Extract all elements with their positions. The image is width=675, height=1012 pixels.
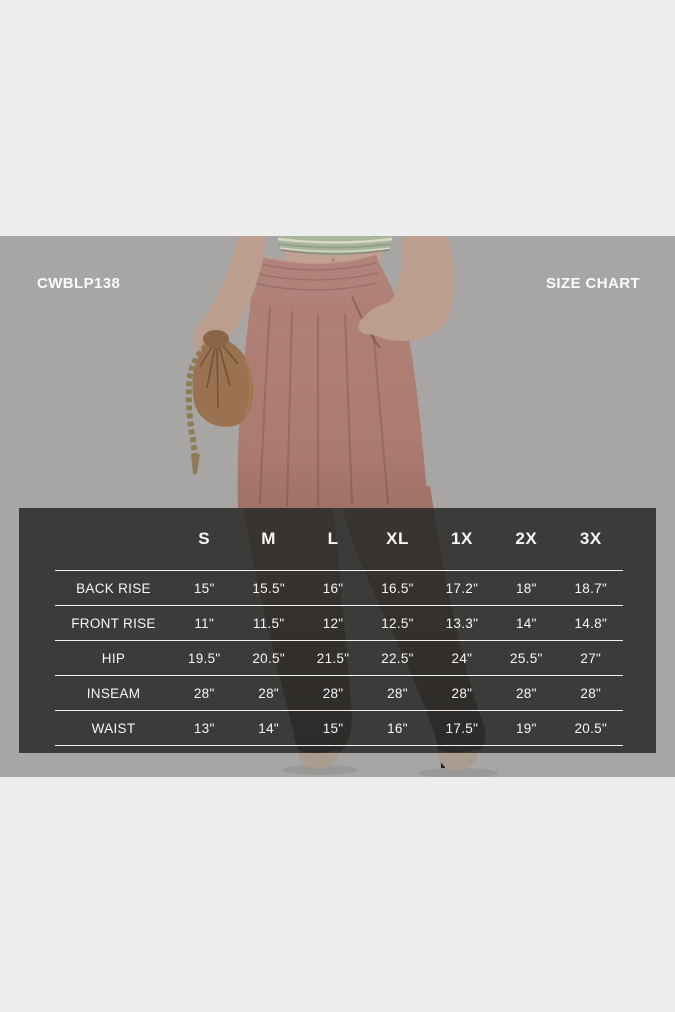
- size-value-cell: 15.5": [236, 570, 301, 606]
- measurement-label: WAIST: [55, 710, 172, 746]
- size-column-header: L: [327, 529, 339, 548]
- size-value-cell: 27": [558, 640, 623, 676]
- size-value-cell: 20.5": [558, 710, 623, 746]
- right-arm: [363, 236, 455, 342]
- size-table-corner-cell: [55, 508, 172, 571]
- size-column-header: 3X: [579, 529, 602, 548]
- bag-knot: [203, 330, 229, 348]
- measurement-label: FRONT RISE: [55, 605, 172, 641]
- size-value-cell: 13": [172, 710, 237, 746]
- size-column-header: 1X: [451, 529, 473, 548]
- size-value-cell: 28": [494, 675, 559, 711]
- size-value-cell: 12": [300, 605, 366, 641]
- chain-tassel: [191, 454, 200, 474]
- size-value-cell: 16.5": [365, 570, 430, 606]
- size-chart-table: S M L XL 1X 2X 3X BACK RISE 15" 15.5" 16" 16.5" 17.…: [19, 508, 656, 753]
- size-table-row: BACK RISE 15" 15.5" 16" 16.5" 17.2" 18" 18.7": [55, 570, 623, 606]
- size-value-cell: 28": [429, 675, 495, 711]
- size-value-cell: 28": [236, 675, 301, 711]
- size-value-cell: 16": [300, 570, 366, 606]
- size-value-cell: 13.3": [429, 605, 495, 641]
- handbag: [185, 330, 254, 474]
- size-value-cell: 24": [429, 640, 495, 676]
- size-column-header: XL: [386, 529, 409, 548]
- size-value-cell: 11.5": [236, 605, 301, 641]
- size-value-cell: 18": [494, 570, 559, 606]
- size-value-cell: 18.7": [558, 570, 623, 606]
- size-value-cell: 19.5": [172, 640, 237, 676]
- size-column-header: M: [261, 529, 276, 548]
- measurement-label: INSEAM: [55, 675, 172, 711]
- size-value-cell: 25.5": [494, 640, 559, 676]
- size-value-cell: 20.5": [236, 640, 301, 676]
- size-value-cell: 15": [172, 570, 237, 606]
- product-code: CWBLP138: [37, 275, 121, 292]
- size-table-header-row: S M L XL 1X 2X 3X: [55, 508, 623, 571]
- size-value-cell: 28": [172, 675, 237, 711]
- measurement-label: HIP: [55, 640, 172, 676]
- size-value-cell: 21.5": [300, 640, 366, 676]
- waistband: [250, 253, 380, 305]
- size-table: S M L XL 1X 2X 3X BACK RISE 15" 15.5" 16" 16.5" 17.…: [55, 508, 623, 746]
- chain-strap: [185, 343, 209, 457]
- measurement-label: BACK RISE: [55, 570, 172, 606]
- size-value-cell: 16": [365, 710, 430, 746]
- left-arm: [193, 236, 267, 351]
- size-value-cell: 17.2": [429, 570, 495, 606]
- size-value-cell: 15": [300, 710, 366, 746]
- size-value-cell: 14": [236, 710, 301, 746]
- size-value-cell: 28": [558, 675, 623, 711]
- size-table-body: BACK RISE 15" 15.5" 16" 16.5" 17.2" 18" 18.7" FR…: [55, 570, 623, 746]
- size-table-row: FRONT RISE 11" 11.5" 12" 12.5" 13.3" 14" 14.8": [55, 605, 623, 641]
- size-value-cell: 28": [365, 675, 430, 711]
- size-table-row: INSEAM 28" 28" 28" 28" 28" 28" 28": [55, 675, 623, 711]
- size-value-cell: 28": [300, 675, 366, 711]
- size-value-cell: 12.5": [365, 605, 430, 641]
- size-column-header: S: [198, 529, 211, 548]
- crop-top: [277, 236, 393, 256]
- size-column-header: 2X: [515, 529, 538, 548]
- size-value-cell: 11": [172, 605, 237, 641]
- size-value-cell: 19": [494, 710, 559, 746]
- size-value-cell: 14": [494, 605, 559, 641]
- size-value-cell: 17.5": [429, 710, 495, 746]
- size-value-cell: 14.8": [558, 605, 623, 641]
- size-value-cell: 22.5": [365, 640, 430, 676]
- size-table-row: HIP 19.5" 20.5" 21.5" 22.5" 24" 25.5" 27": [55, 640, 623, 676]
- size-chart-title: SIZE CHART: [546, 275, 640, 292]
- fabric-creases: [259, 305, 389, 507]
- size-table-row: WAIST 13" 14" 15" 16" 17.5" 19" 20.5": [55, 710, 623, 746]
